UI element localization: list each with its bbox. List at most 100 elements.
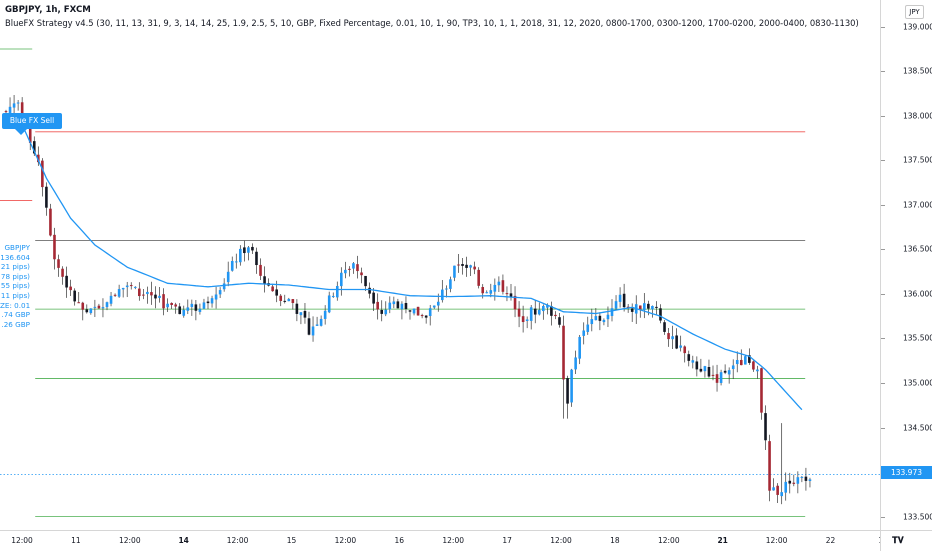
candle [586,316,590,335]
candle [606,306,610,328]
sell-signal-label[interactable]: Blue FX Sell [2,113,62,129]
candle [372,288,375,312]
candle [638,305,642,318]
price-tick-mark [881,71,885,73]
candle [340,267,343,296]
candle [239,245,242,266]
price-tick-label: 134.500 [903,423,932,433]
candle [683,345,687,363]
price-tick-mark [881,383,885,385]
chart-title[interactable]: GBPJPY, 1h, FXCM [5,5,91,15]
candle [630,303,634,322]
candle [699,358,703,373]
candle [570,368,573,407]
candle [125,281,129,298]
candle [392,296,396,309]
time-tick-label: 11 [71,536,81,545]
candle [808,477,812,488]
candle [53,227,56,270]
candle [655,301,658,315]
price-tick-label: 136.500 [903,244,932,254]
chart-area[interactable]: GBPJPY, 1h, FXCM BlueFX Strategy v4.5 (3… [0,0,880,530]
currency-badge[interactable]: JPY [905,5,924,19]
candle [388,296,392,314]
candle [489,283,493,298]
candle [178,303,182,315]
candle [739,349,743,366]
time-tick-label: 12:00 [442,536,464,545]
time-axis[interactable]: 12:00 11 12:00 14 12:00 15 12:00 16 12:00 17 12:00… [0,530,890,551]
candle [186,299,190,315]
price-tick-mark [881,427,885,429]
candle [582,322,586,345]
candle [150,281,153,305]
candle [445,285,448,298]
candle [138,282,141,301]
moving-average-line [5,115,803,411]
candle [311,316,315,342]
strategy-info-panel: GBPJPY 136.604 21 pips) 78 pips) 55 pips… [0,243,30,329]
candle [772,478,775,491]
candle [473,261,476,275]
candle [784,472,788,501]
candle [461,258,464,275]
candle [170,302,173,309]
time-tick-label: 22 [825,536,836,545]
candle [618,287,622,308]
price-chart[interactable] [0,0,880,530]
candle [133,286,137,290]
price-tick-label: 138.000 [903,111,932,121]
candle [129,282,133,290]
candle [505,286,509,302]
candle [513,286,517,318]
candle [776,483,779,504]
candle [158,286,161,303]
candle [364,275,367,291]
info-symbol: GBPJPY [4,243,30,252]
candle [517,301,521,328]
candle [792,474,796,487]
candle [81,301,85,321]
time-tick-label: 16 [394,536,405,545]
candle [404,296,408,314]
price-tick-label: 138.500 [903,66,932,76]
info-line: 55 pips) [0,281,30,291]
candle [691,355,695,369]
price-tick-mark [881,160,885,162]
price-tick-label: 133.500 [903,512,932,522]
candle [667,327,670,347]
indicator-legend[interactable]: BlueFX Strategy v4.5 (30, 11, 13, 31, 9,… [5,18,859,28]
candle [574,350,577,374]
candle [121,287,125,298]
candle [65,266,68,298]
sell-signal-pointer [15,129,27,135]
candle [796,471,800,494]
candle [469,264,472,277]
candle [497,276,501,293]
price-axis[interactable]: 139.000 138.500 138.000 137.500 137.000 136.5… [880,0,932,530]
time-tick-label: 12:00 [11,536,33,545]
candle [335,281,339,301]
candle [97,303,101,309]
candle [101,298,105,318]
candle [243,240,246,262]
candle [679,335,682,352]
candle [554,311,557,320]
info-line: .26 GBP [1,319,30,329]
candle [259,258,262,280]
candle [457,253,460,273]
candle [331,292,335,298]
candle [45,182,48,216]
tradingview-logo: 𝐓𝐕 [892,536,904,546]
time-tick-label: 12:00 [550,536,572,545]
candle [356,255,359,279]
time-tick-label: 15 [286,536,297,545]
price-tick-mark [881,516,885,518]
candle [719,369,723,386]
candle [279,294,283,307]
candle [206,296,210,310]
candle [493,278,497,301]
candle [416,306,420,316]
price-tick-mark [881,338,885,340]
price-tick-mark [881,204,885,206]
